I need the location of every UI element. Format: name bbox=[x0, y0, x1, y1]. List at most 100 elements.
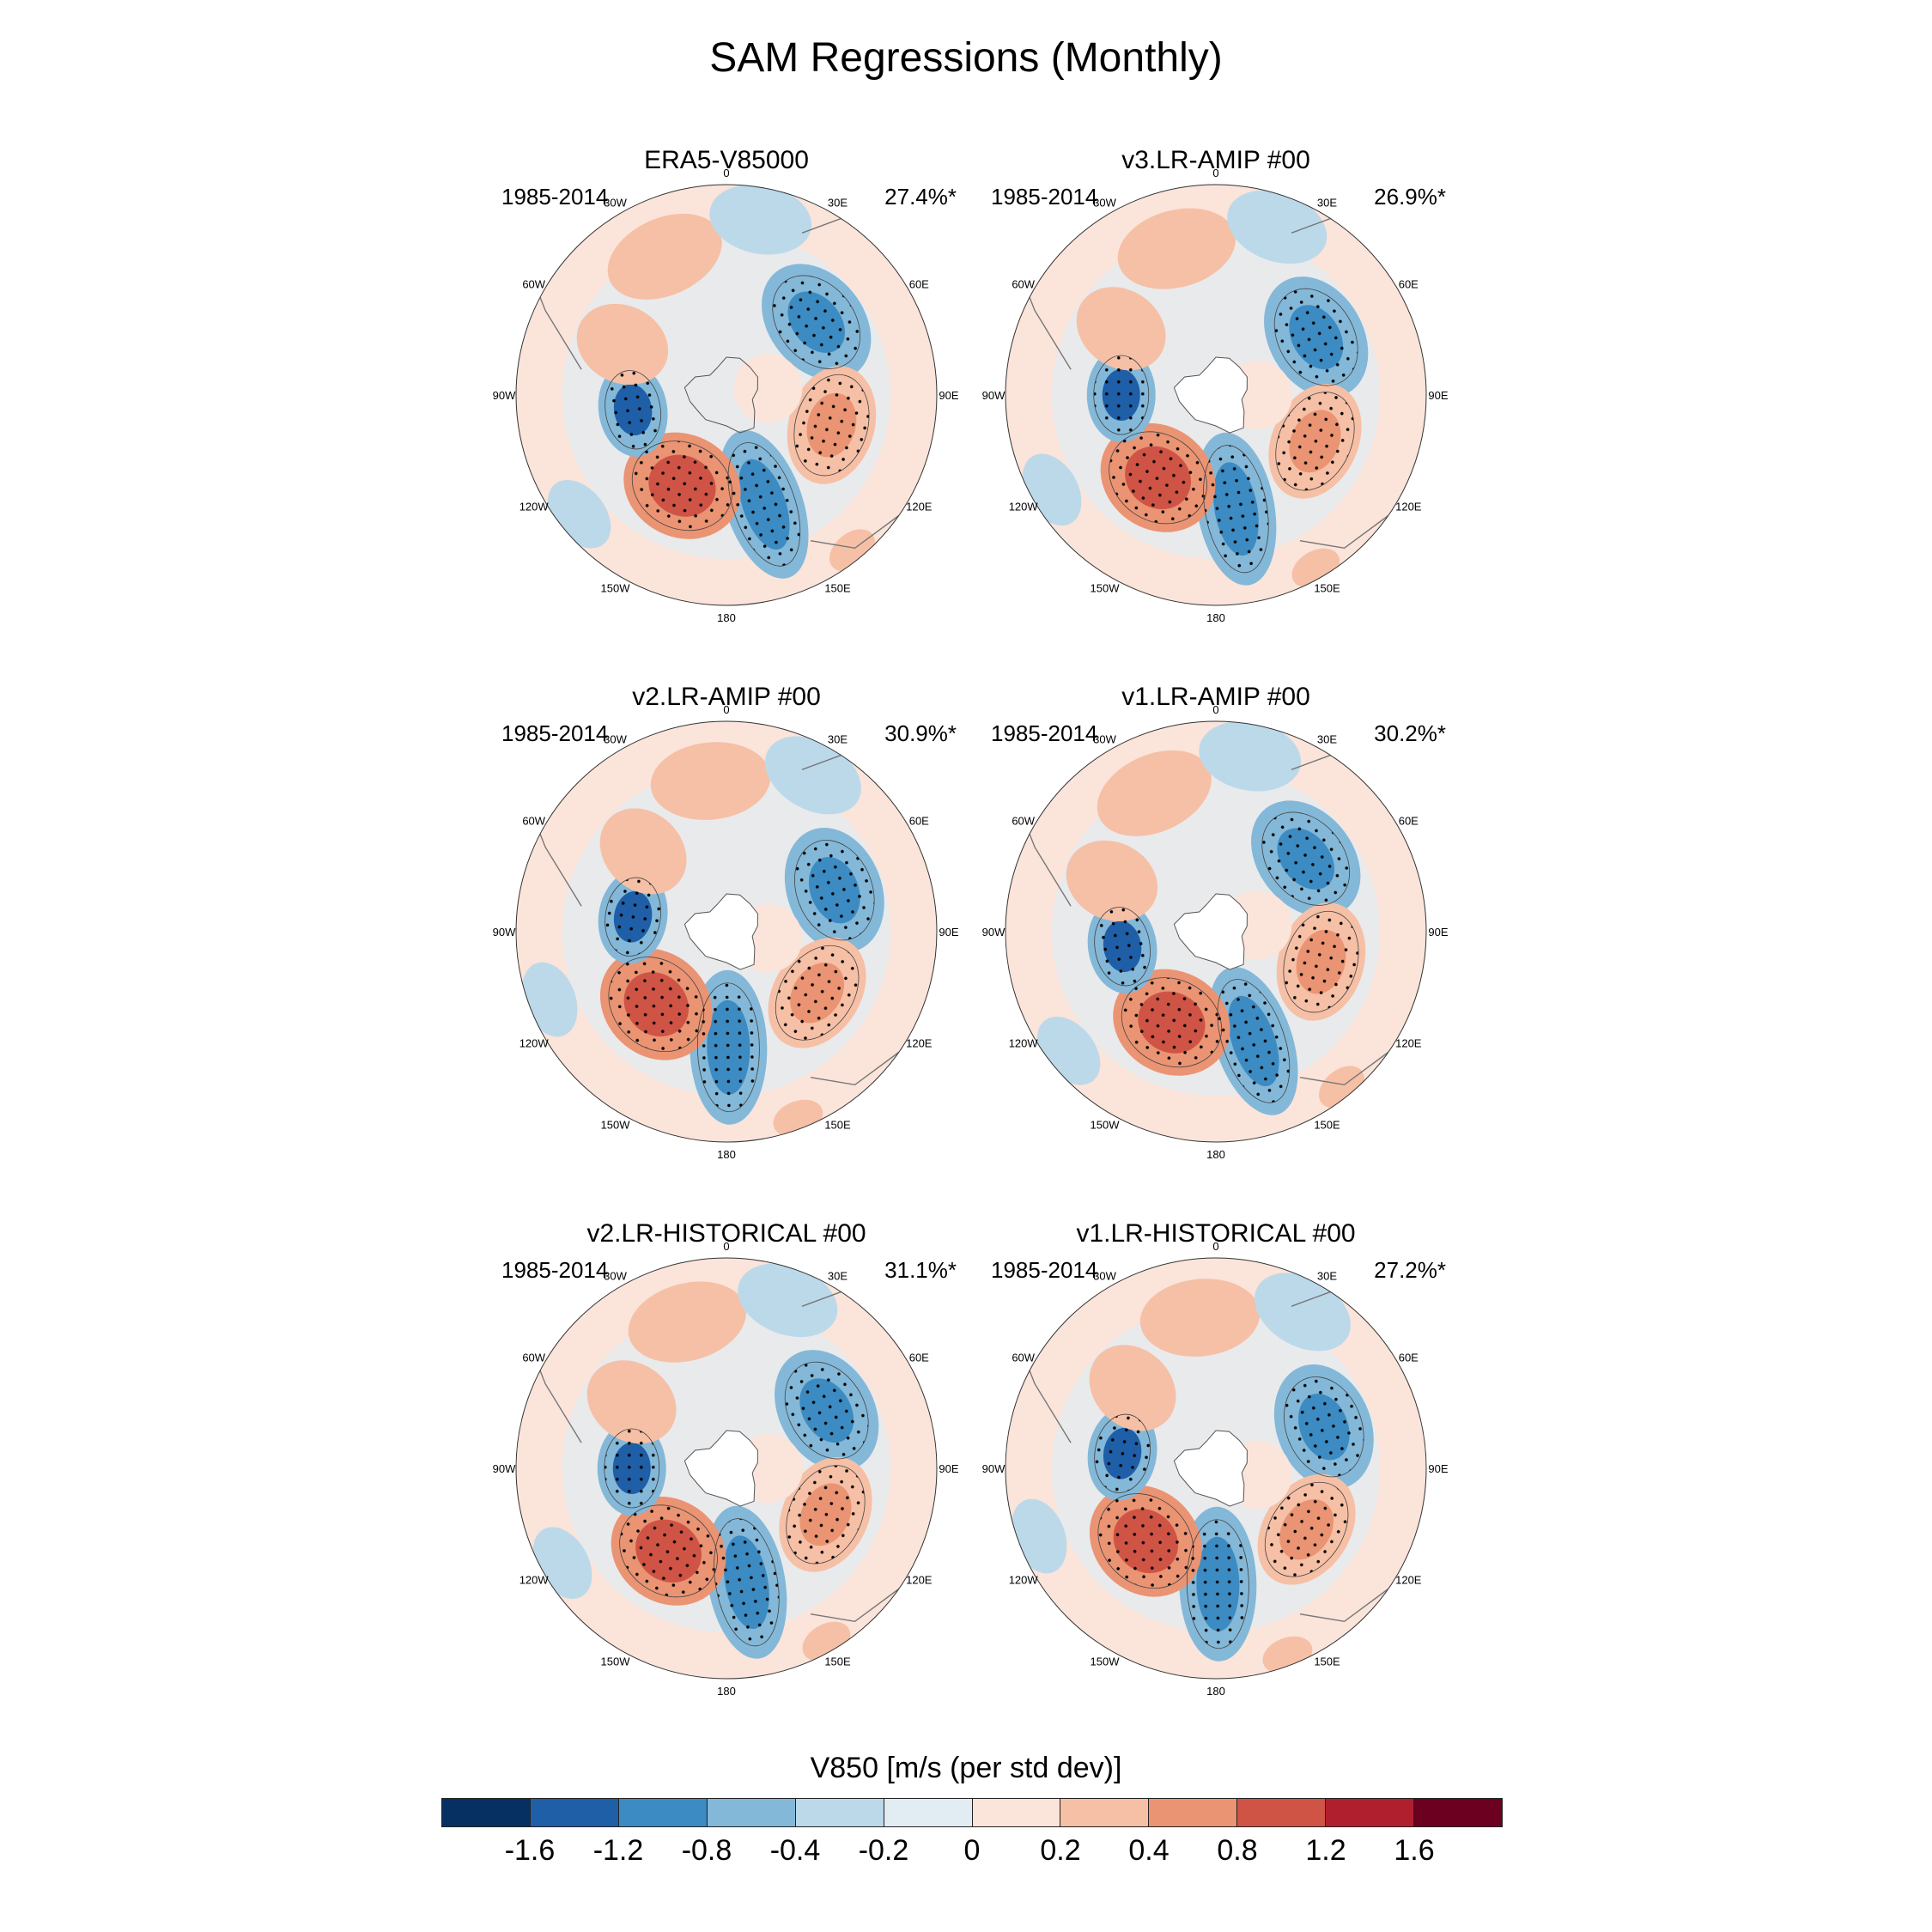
longitude-label: 60W bbox=[1012, 278, 1035, 291]
panel-variance-explained: 27.2%* bbox=[1374, 1257, 1446, 1283]
longitude-label: 90E bbox=[1428, 926, 1448, 939]
anomaly-contour bbox=[1227, 190, 1327, 264]
significance-stippling bbox=[1121, 977, 1223, 1068]
longitude-label: 30E bbox=[1317, 1270, 1337, 1283]
figure-title: SAM Regressions (Monthly) bbox=[709, 35, 1223, 81]
anomaly-contour bbox=[599, 808, 687, 895]
longitude-label: 60W bbox=[522, 278, 545, 291]
longitude-label: 60E bbox=[1399, 1352, 1419, 1364]
significance-stippling bbox=[631, 440, 733, 532]
anomaly-contour bbox=[1076, 287, 1166, 371]
significance-stippling bbox=[1186, 1519, 1249, 1649]
longitude-label: 150W bbox=[1091, 1118, 1121, 1131]
significance-stippling bbox=[1093, 355, 1150, 435]
significance-stippling bbox=[1275, 392, 1355, 491]
longitude-label: 180 bbox=[717, 1685, 736, 1698]
longitude-label: 60W bbox=[1012, 1352, 1035, 1364]
panel-period: 1985-2014 bbox=[501, 184, 609, 210]
longitude-label: 120W bbox=[1009, 501, 1039, 513]
coastline bbox=[1299, 1051, 1389, 1086]
anomaly-contour bbox=[650, 742, 771, 820]
longitude-label: 90E bbox=[939, 1462, 958, 1475]
panel-title: ERA5-V85000 bbox=[644, 146, 809, 174]
longitude-label: 30E bbox=[828, 1270, 848, 1283]
longitude-label: 180 bbox=[1206, 1685, 1225, 1698]
map-panel: v1.LR-HISTORICAL #00 1985-2014 27.2%* 0 30E 6… bbox=[982, 1219, 1449, 1735]
significance-stippling bbox=[1284, 1376, 1364, 1478]
anomaly-contour bbox=[1011, 1498, 1067, 1574]
anomaly-contour bbox=[1199, 721, 1302, 792]
longitude-label: 120W bbox=[1009, 1574, 1039, 1587]
panel-title: v2.LR-HISTORICAL #00 bbox=[586, 1219, 866, 1248]
panel-variance-explained: 27.4%* bbox=[884, 184, 957, 210]
longitude-label: 90E bbox=[939, 389, 958, 402]
longitude-label: 180 bbox=[717, 611, 736, 624]
significance-stippling bbox=[784, 1361, 869, 1460]
longitude-label: 60W bbox=[522, 1352, 545, 1364]
longitude-label: 120W bbox=[519, 1037, 550, 1050]
longitude-label: 0 bbox=[1212, 167, 1218, 179]
longitude-label: 150E bbox=[1314, 581, 1340, 594]
longitude-label: 150W bbox=[601, 1118, 631, 1131]
coastline bbox=[810, 514, 900, 550]
longitude-label: 0 bbox=[723, 703, 729, 716]
anomaly-contour bbox=[709, 185, 812, 255]
longitude-label: 30W bbox=[1093, 733, 1116, 746]
longitude-label: 90W bbox=[493, 389, 516, 402]
significance-stippling bbox=[1109, 431, 1207, 525]
significance-stippling bbox=[786, 1465, 866, 1564]
longitude-label: 30W bbox=[604, 733, 627, 746]
colorbar-tick-label: 0.8 bbox=[1217, 1834, 1258, 1867]
panel-period: 1985-2014 bbox=[991, 720, 1098, 746]
colorbar-box bbox=[1149, 1799, 1238, 1826]
colorbar-box bbox=[530, 1799, 619, 1826]
anomaly-contour bbox=[607, 213, 722, 300]
longitude-label: 30W bbox=[1093, 197, 1116, 210]
coastline bbox=[1299, 1588, 1389, 1623]
longitude-label: 120E bbox=[1395, 501, 1422, 513]
longitude-label: 30E bbox=[828, 197, 848, 210]
longitude-label: 150E bbox=[824, 581, 851, 594]
longitude-label: 150W bbox=[1091, 1655, 1121, 1668]
panel-title: v3.LR-AMIP #00 bbox=[1121, 146, 1310, 174]
significance-stippling bbox=[1273, 288, 1358, 386]
anomaly-contour bbox=[1255, 1273, 1351, 1352]
map-boundary bbox=[515, 1257, 938, 1680]
anomaly-contour bbox=[1066, 840, 1158, 922]
colorbar-tick-label: -1.2 bbox=[592, 1834, 644, 1867]
longitude-label: 180 bbox=[1206, 611, 1225, 624]
panel-period: 1985-2014 bbox=[501, 1257, 609, 1283]
longitude-label: 120E bbox=[906, 501, 933, 513]
colorbar-tick-label: 1.2 bbox=[1305, 1834, 1346, 1867]
antarctica-outline bbox=[1173, 893, 1248, 970]
antarctica-outline bbox=[683, 356, 758, 434]
longitude-label: 60E bbox=[909, 815, 929, 828]
coastline bbox=[810, 1588, 900, 1623]
anomaly-contour bbox=[576, 303, 669, 386]
map-boundary bbox=[1005, 720, 1427, 1143]
anomaly-contour bbox=[733, 354, 803, 423]
longitude-label: 180 bbox=[1206, 1148, 1225, 1161]
significance-stippling bbox=[1283, 910, 1359, 1013]
anomaly-contour bbox=[1097, 750, 1212, 836]
anomaly-contour bbox=[765, 736, 861, 815]
colorbar-tick-label: -0.4 bbox=[769, 1834, 821, 1867]
longitude-label: 120W bbox=[519, 1574, 550, 1587]
longitude-label: 120W bbox=[1009, 1037, 1039, 1050]
longitude-label: 30E bbox=[828, 733, 848, 746]
map-boundary bbox=[515, 184, 938, 606]
colorbar-box bbox=[442, 1799, 531, 1826]
significance-stippling bbox=[696, 982, 760, 1113]
anomaly-contour bbox=[1089, 1345, 1176, 1431]
longitude-label: 180 bbox=[717, 1148, 736, 1161]
significance-stippling bbox=[1264, 1481, 1349, 1577]
longitude-label: 60E bbox=[909, 278, 929, 291]
colorbar-box bbox=[1414, 1799, 1503, 1826]
significance-stippling bbox=[1261, 811, 1351, 906]
longitude-label: 60W bbox=[522, 815, 545, 828]
antarctica-outline bbox=[1173, 1430, 1248, 1507]
longitude-label: 60W bbox=[1012, 815, 1035, 828]
longitude-label: 90W bbox=[982, 926, 1005, 939]
colorbar-tick-label: 0.2 bbox=[1040, 1834, 1081, 1867]
panel-period: 1985-2014 bbox=[991, 184, 1098, 210]
